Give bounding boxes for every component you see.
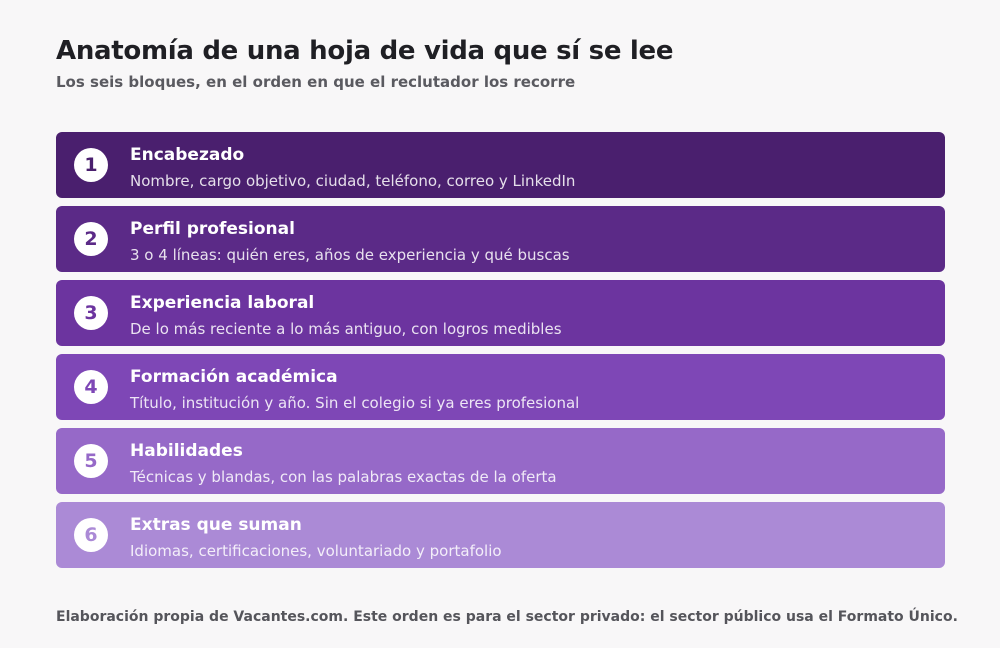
cv-block-extras-que-suman: 6 Extras que suman Idiomas, certificacio… xyxy=(56,502,945,568)
block-number-badge: 3 xyxy=(74,296,108,330)
block-title: Encabezado xyxy=(130,145,245,165)
block-description: De lo más reciente a lo más antiguo, con… xyxy=(130,320,562,338)
block-title: Perfil profesional xyxy=(130,219,295,239)
cv-block-perfil-profesional: 2 Perfil profesional 3 o 4 líneas: quién… xyxy=(56,206,945,272)
block-description: Nombre, cargo objetivo, ciudad, teléfono… xyxy=(130,172,576,190)
block-number-badge: 5 xyxy=(74,444,108,478)
block-title: Extras que suman xyxy=(130,515,302,535)
page-title: Anatomía de una hoja de vida que sí se l… xyxy=(56,36,674,66)
cv-block-encabezado: 1 Encabezado Nombre, cargo objetivo, ciu… xyxy=(56,132,945,198)
page-subtitle: Los seis bloques, en el orden en que el … xyxy=(56,73,576,91)
block-description: Idiomas, certificaciones, voluntariado y… xyxy=(130,542,502,560)
cv-blocks-list: 1 Encabezado Nombre, cargo objetivo, ciu… xyxy=(56,132,945,576)
block-description: 3 o 4 líneas: quién eres, años de experi… xyxy=(130,246,570,264)
cv-block-experiencia-laboral: 3 Experiencia laboral De lo más reciente… xyxy=(56,280,945,346)
block-description: Técnicas y blandas, con las palabras exa… xyxy=(130,468,557,486)
cv-block-formacion-academica: 4 Formación académica Título, institució… xyxy=(56,354,945,420)
block-title: Habilidades xyxy=(130,441,243,461)
block-number-badge: 6 xyxy=(74,518,108,552)
source-note: Elaboración propia de Vacantes.com. Este… xyxy=(56,609,958,625)
cv-block-habilidades: 5 Habilidades Técnicas y blandas, con la… xyxy=(56,428,945,494)
block-description: Título, institución y año. Sin el colegi… xyxy=(130,394,580,412)
block-title: Experiencia laboral xyxy=(130,293,315,313)
block-number-badge: 4 xyxy=(74,370,108,404)
block-number-badge: 2 xyxy=(74,222,108,256)
block-title: Formación académica xyxy=(130,367,338,387)
block-number-badge: 1 xyxy=(74,148,108,182)
